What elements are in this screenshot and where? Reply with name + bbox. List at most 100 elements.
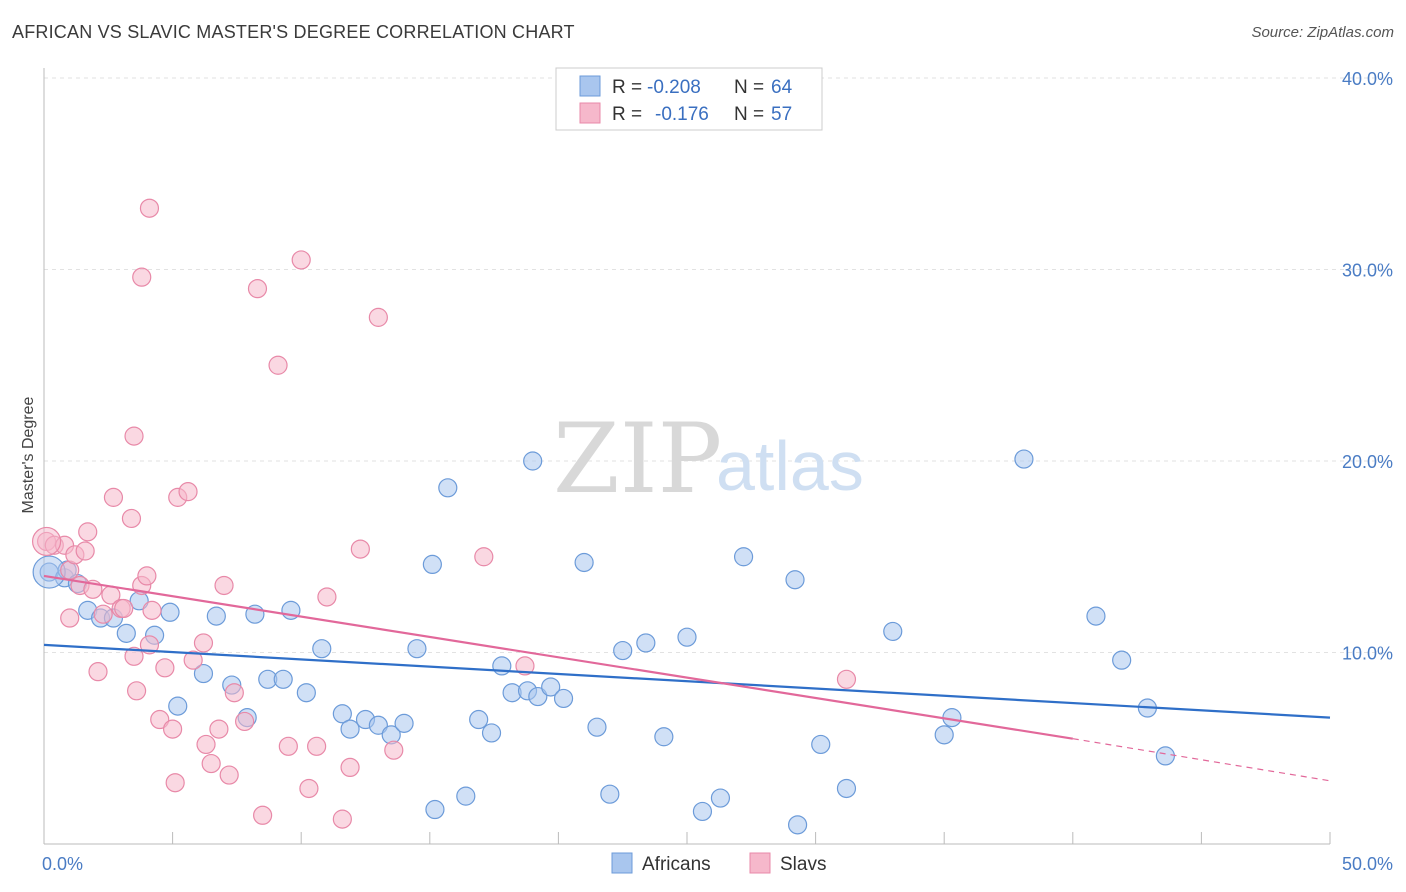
slavs-points <box>31 198 857 829</box>
slav-point-37[interactable] <box>235 711 255 732</box>
african-point-35[interactable] <box>492 656 512 676</box>
slav-point-30[interactable] <box>193 633 214 653</box>
african-point-38[interactable] <box>523 451 543 471</box>
african-point-60[interactable] <box>1086 606 1106 626</box>
african-point-41[interactable] <box>553 688 574 709</box>
slav-point-32[interactable] <box>201 753 221 774</box>
african-point-61[interactable] <box>1112 650 1132 670</box>
x-tick-marks <box>172 832 1331 844</box>
slav-point-43[interactable] <box>299 778 319 799</box>
african-point-53[interactable] <box>787 815 808 835</box>
african-point-27[interactable] <box>394 713 414 733</box>
slav-point-15[interactable] <box>114 598 134 619</box>
africans-series-swatch[interactable] <box>611 852 633 874</box>
african-point-10[interactable] <box>160 602 180 622</box>
slav-point-28[interactable] <box>178 482 198 502</box>
slav-point-25[interactable] <box>163 719 183 739</box>
slav-point-36[interactable] <box>224 683 244 703</box>
african-point-13[interactable] <box>206 606 226 626</box>
y-tick-label-30: 30.0% <box>1342 261 1393 281</box>
trend-lines <box>43 574 1331 782</box>
african-point-30[interactable] <box>425 799 445 820</box>
slav-point-56[interactable] <box>124 426 144 446</box>
african-point-44[interactable] <box>600 784 620 804</box>
african-point-57[interactable] <box>934 725 954 745</box>
slav-point-34[interactable] <box>214 575 234 596</box>
slav-point-44[interactable] <box>307 736 327 756</box>
slav-point-7[interactable] <box>75 541 95 561</box>
slav-point-29[interactable] <box>183 650 203 670</box>
slav-point-4[interactable] <box>60 608 80 628</box>
slav-point-10[interactable] <box>88 662 108 682</box>
african-point-31[interactable] <box>438 478 458 498</box>
slav-point-23[interactable] <box>150 709 170 730</box>
slav-point-46[interactable] <box>332 809 352 829</box>
slav-point-11[interactable] <box>93 604 113 624</box>
slav-point-24[interactable] <box>155 658 175 678</box>
african-point-46[interactable] <box>636 633 656 653</box>
african-point-45[interactable] <box>613 640 633 661</box>
african-point-33[interactable] <box>469 709 489 730</box>
african-point-18[interactable] <box>273 669 293 689</box>
slav-point-42[interactable] <box>291 250 311 270</box>
slav-point-38[interactable] <box>247 279 268 299</box>
african-point-20[interactable] <box>296 683 316 703</box>
african-point-21[interactable] <box>312 639 332 659</box>
african-point-29[interactable] <box>422 554 442 575</box>
african-point-28[interactable] <box>407 639 427 659</box>
slav-point-22[interactable] <box>142 600 162 620</box>
slav-point-53[interactable] <box>836 669 857 689</box>
slav-point-52[interactable] <box>515 656 535 676</box>
african-point-52[interactable] <box>785 570 805 590</box>
african-point-63[interactable] <box>1155 746 1175 766</box>
slav-point-33[interactable] <box>209 719 229 739</box>
african-point-59[interactable] <box>1014 449 1034 469</box>
african-point-56[interactable] <box>883 621 903 642</box>
slavs-series-label[interactable]: Slavs <box>780 854 826 875</box>
african-point-39[interactable] <box>528 686 548 707</box>
african-point-54[interactable] <box>811 734 831 755</box>
slavs-r-label: R = <box>612 104 642 125</box>
african-point-50[interactable] <box>710 788 731 808</box>
african-point-55[interactable] <box>836 778 857 799</box>
slav-point-55[interactable] <box>132 267 152 287</box>
slav-point-16[interactable] <box>121 508 142 529</box>
slav-point-49[interactable] <box>368 307 388 327</box>
slav-point-35[interactable] <box>219 765 239 785</box>
african-point-43[interactable] <box>587 717 607 737</box>
african-point-11[interactable] <box>168 696 188 716</box>
slav-point-8[interactable] <box>78 522 98 542</box>
slav-point-21[interactable] <box>139 635 160 655</box>
african-point-34[interactable] <box>481 723 502 743</box>
african-point-48[interactable] <box>677 627 697 647</box>
african-point-40[interactable] <box>541 677 561 697</box>
african-point-49[interactable] <box>692 801 713 822</box>
slav-point-20[interactable] <box>137 566 157 586</box>
african-point-47[interactable] <box>654 727 674 747</box>
african-point-25[interactable] <box>368 715 388 735</box>
slav-point-cluster[interactable] <box>31 526 62 557</box>
slav-point-41[interactable] <box>278 736 298 756</box>
slav-point-47[interactable] <box>340 757 360 778</box>
slav-point-51[interactable] <box>474 547 494 567</box>
slav-point-39[interactable] <box>253 805 273 825</box>
slav-point-13[interactable] <box>103 487 124 507</box>
slav-point-26[interactable] <box>165 773 185 793</box>
slav-point-45[interactable] <box>317 587 337 607</box>
african-point-42[interactable] <box>574 552 594 573</box>
slavs-series-swatch[interactable] <box>749 852 771 874</box>
slav-point-17[interactable] <box>124 646 144 666</box>
slav-point-40[interactable] <box>268 355 288 375</box>
slav-point-48[interactable] <box>350 539 370 559</box>
african-point-51[interactable] <box>733 547 754 567</box>
african-point-7[interactable] <box>116 623 136 643</box>
slav-point-54[interactable] <box>139 198 160 218</box>
african-point-12[interactable] <box>193 663 214 684</box>
slav-point-31[interactable] <box>196 734 216 755</box>
african-point-32[interactable] <box>456 786 476 806</box>
slav-point-50[interactable] <box>384 740 404 760</box>
slav-point-18[interactable] <box>126 681 147 701</box>
africans-series-label[interactable]: Africans <box>642 854 711 875</box>
african-point-23[interactable] <box>340 719 360 739</box>
african-point-22[interactable] <box>332 704 352 724</box>
